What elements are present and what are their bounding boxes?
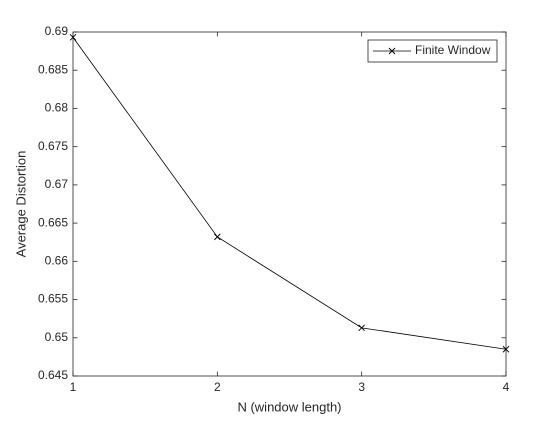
y-tick-label: 0.68 (45, 101, 69, 115)
y-tick-label: 0.665 (38, 215, 68, 229)
marker (502, 345, 510, 353)
axes-box (72, 31, 507, 377)
x-tick-label: 4 (503, 380, 510, 394)
y-tick-label: 0.69 (45, 24, 69, 38)
x-tick-label: 2 (214, 380, 221, 394)
y-tick-label: 0.645 (38, 368, 68, 382)
x-tick-label: 1 (70, 380, 77, 394)
marker (358, 324, 365, 332)
marker (214, 233, 221, 241)
y-tick-label: 0.685 (38, 62, 68, 76)
legend-label: Finite Window (415, 43, 491, 57)
legend-box (367, 39, 498, 63)
series-line (72, 37, 507, 350)
legend-marker (388, 47, 396, 55)
y-axis-label: Average Distortion (13, 151, 28, 258)
y-tick-label: 0.65 (45, 330, 69, 344)
x-tick-label: 3 (358, 380, 365, 394)
y-tick-label: 0.67 (45, 177, 69, 191)
y-tick-label: 0.675 (38, 139, 68, 153)
marker (69, 34, 77, 41)
y-tick-label: 0.655 (38, 292, 68, 306)
y-tick-label: 0.66 (45, 254, 69, 268)
x-axis-label: N (window length) (237, 399, 341, 414)
